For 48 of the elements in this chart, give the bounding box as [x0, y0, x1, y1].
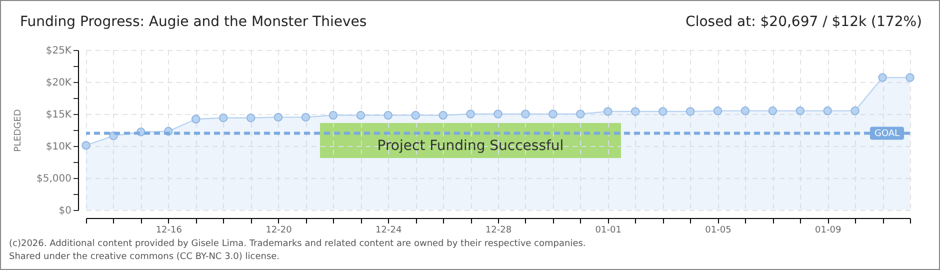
x-tick-label: 12-28 — [485, 226, 512, 236]
point — [768, 106, 778, 116]
point — [494, 110, 502, 118]
y-tick-label: $5,000 — [36, 174, 72, 184]
point — [246, 113, 256, 122]
point — [603, 107, 612, 116]
y-axis-title: PLEDGED — [14, 109, 24, 152]
point — [301, 112, 310, 122]
point — [878, 73, 887, 82]
y-tick-label: $10K — [46, 142, 72, 152]
point — [384, 110, 393, 120]
point — [328, 110, 338, 120]
point — [796, 106, 805, 116]
point — [576, 110, 585, 118]
point — [630, 107, 640, 116]
text: Shared under the creative commons (CC BY-NC 3.0) license. — [9, 251, 281, 264]
point — [548, 110, 558, 118]
y-tick-label: $25K — [46, 46, 72, 56]
point — [274, 112, 283, 122]
ref-line-label: GOAL — [874, 129, 900, 140]
x-tick-label: 12-16 — [156, 226, 182, 236]
point — [82, 140, 90, 150]
point — [713, 106, 722, 116]
chart-subtitle: Closed at: $20,697 / $12k (172%) — [686, 14, 922, 30]
point — [218, 113, 228, 122]
point — [740, 106, 750, 116]
point — [521, 110, 530, 118]
x-tick-label: 12-20 — [266, 226, 292, 236]
x-tick-label: 12-24 — [376, 226, 402, 236]
annotation: Project Funding Successful — [376, 137, 565, 155]
point — [906, 73, 914, 82]
point — [686, 107, 695, 116]
point — [658, 107, 668, 116]
point — [191, 114, 200, 124]
point — [850, 106, 860, 116]
x-tick-label: 01-09 — [815, 226, 842, 236]
point — [411, 110, 420, 120]
y-tick-label: $20K — [46, 78, 72, 88]
x-tick-label: 01-05 — [705, 226, 732, 236]
y-tick-label: $15K — [46, 110, 72, 120]
text: (c)2026. Additional content provided by Gisele Lima. Trademarks and related content are owned by their respective companies. — [9, 238, 586, 251]
point — [823, 106, 832, 116]
chart-title: Funding Progress: Augie and the Monster Thieves — [20, 14, 367, 30]
x-tick-label: 01-01 — [595, 226, 622, 236]
y-tick-label: $0 — [58, 206, 72, 216]
point — [466, 110, 475, 118]
point — [438, 110, 448, 120]
point — [356, 110, 366, 120]
